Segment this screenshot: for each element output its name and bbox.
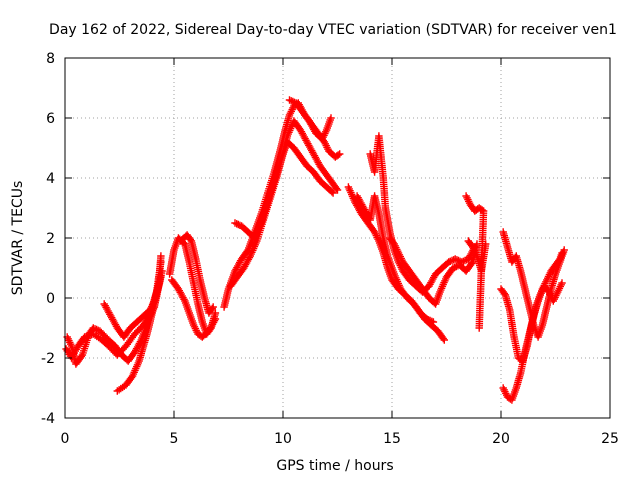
data-point bbox=[329, 189, 337, 197]
series-track-7 bbox=[176, 231, 217, 317]
data-point bbox=[327, 114, 335, 122]
x-tick-label: 10 bbox=[274, 431, 292, 447]
y-tick-label: 0 bbox=[46, 291, 55, 307]
x-tick-labels: 0 5 10 15 20 25 bbox=[61, 431, 619, 447]
y-tick-label: -2 bbox=[41, 351, 55, 367]
series-track-6 bbox=[168, 276, 220, 341]
x-tick-label: 15 bbox=[383, 431, 401, 447]
data-point bbox=[209, 303, 217, 311]
y-tick-label: 8 bbox=[46, 51, 55, 67]
series-track-4 bbox=[113, 273, 165, 395]
data-point bbox=[475, 324, 483, 332]
series-track-15 bbox=[386, 234, 481, 308]
data-point bbox=[157, 252, 165, 260]
y-tick-label: 2 bbox=[46, 231, 55, 247]
y-tick-labels: -4 -2 0 2 4 6 8 bbox=[41, 51, 55, 427]
data-point bbox=[440, 336, 448, 344]
series-track-17 bbox=[462, 192, 488, 332]
x-tick-label: 20 bbox=[492, 431, 510, 447]
data-point bbox=[336, 150, 344, 158]
series-track-14 bbox=[366, 132, 479, 296]
series-track-10 bbox=[231, 138, 337, 242]
series-track-20 bbox=[499, 228, 568, 341]
y-tick-label: 4 bbox=[46, 171, 55, 187]
y-tick-label: -4 bbox=[41, 411, 55, 427]
x-tick-label: 5 bbox=[170, 431, 179, 447]
data-point bbox=[157, 273, 165, 281]
data-point bbox=[333, 186, 342, 194]
data-point bbox=[211, 315, 220, 323]
x-tick-label: 25 bbox=[601, 431, 619, 447]
x-axis-label: GPS time / hours bbox=[276, 458, 393, 474]
data-point bbox=[211, 309, 220, 317]
data-point bbox=[560, 246, 568, 254]
data-point bbox=[558, 279, 566, 287]
y-tick-label: 6 bbox=[46, 111, 55, 127]
chart-title: Day 162 of 2022, Sidereal Day-to-day VTE… bbox=[49, 22, 617, 38]
axis-ticks bbox=[64, 57, 611, 419]
x-tick-label: 0 bbox=[61, 431, 70, 447]
data-point bbox=[429, 318, 438, 326]
grid-lines bbox=[65, 58, 610, 418]
series-track-13 bbox=[353, 192, 438, 326]
series-track-11 bbox=[285, 96, 335, 143]
data-points bbox=[62, 96, 568, 404]
y-axis-label: SDTVAR / TECUs bbox=[10, 181, 26, 296]
